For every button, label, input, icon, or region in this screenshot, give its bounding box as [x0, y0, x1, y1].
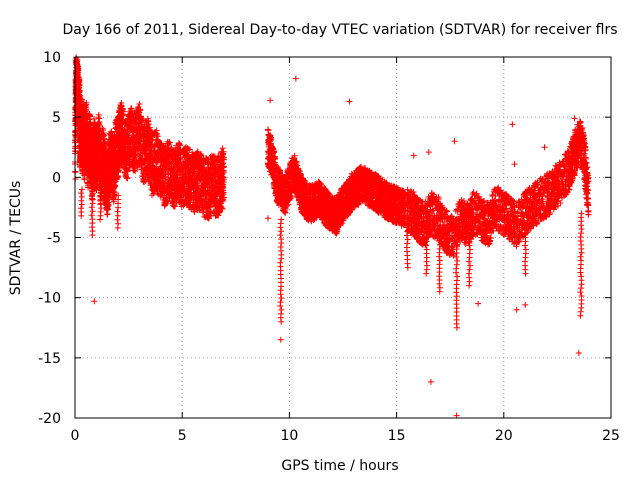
- data-points-layer: [72, 54, 592, 418]
- grid-layer: [75, 57, 611, 418]
- data-point: [105, 212, 111, 218]
- data-point: [136, 101, 142, 107]
- data-point: [220, 145, 226, 151]
- chart: 0 5 10 15 20 25-20-15-10-50510 Day 166 of 201…: [0, 0, 640, 480]
